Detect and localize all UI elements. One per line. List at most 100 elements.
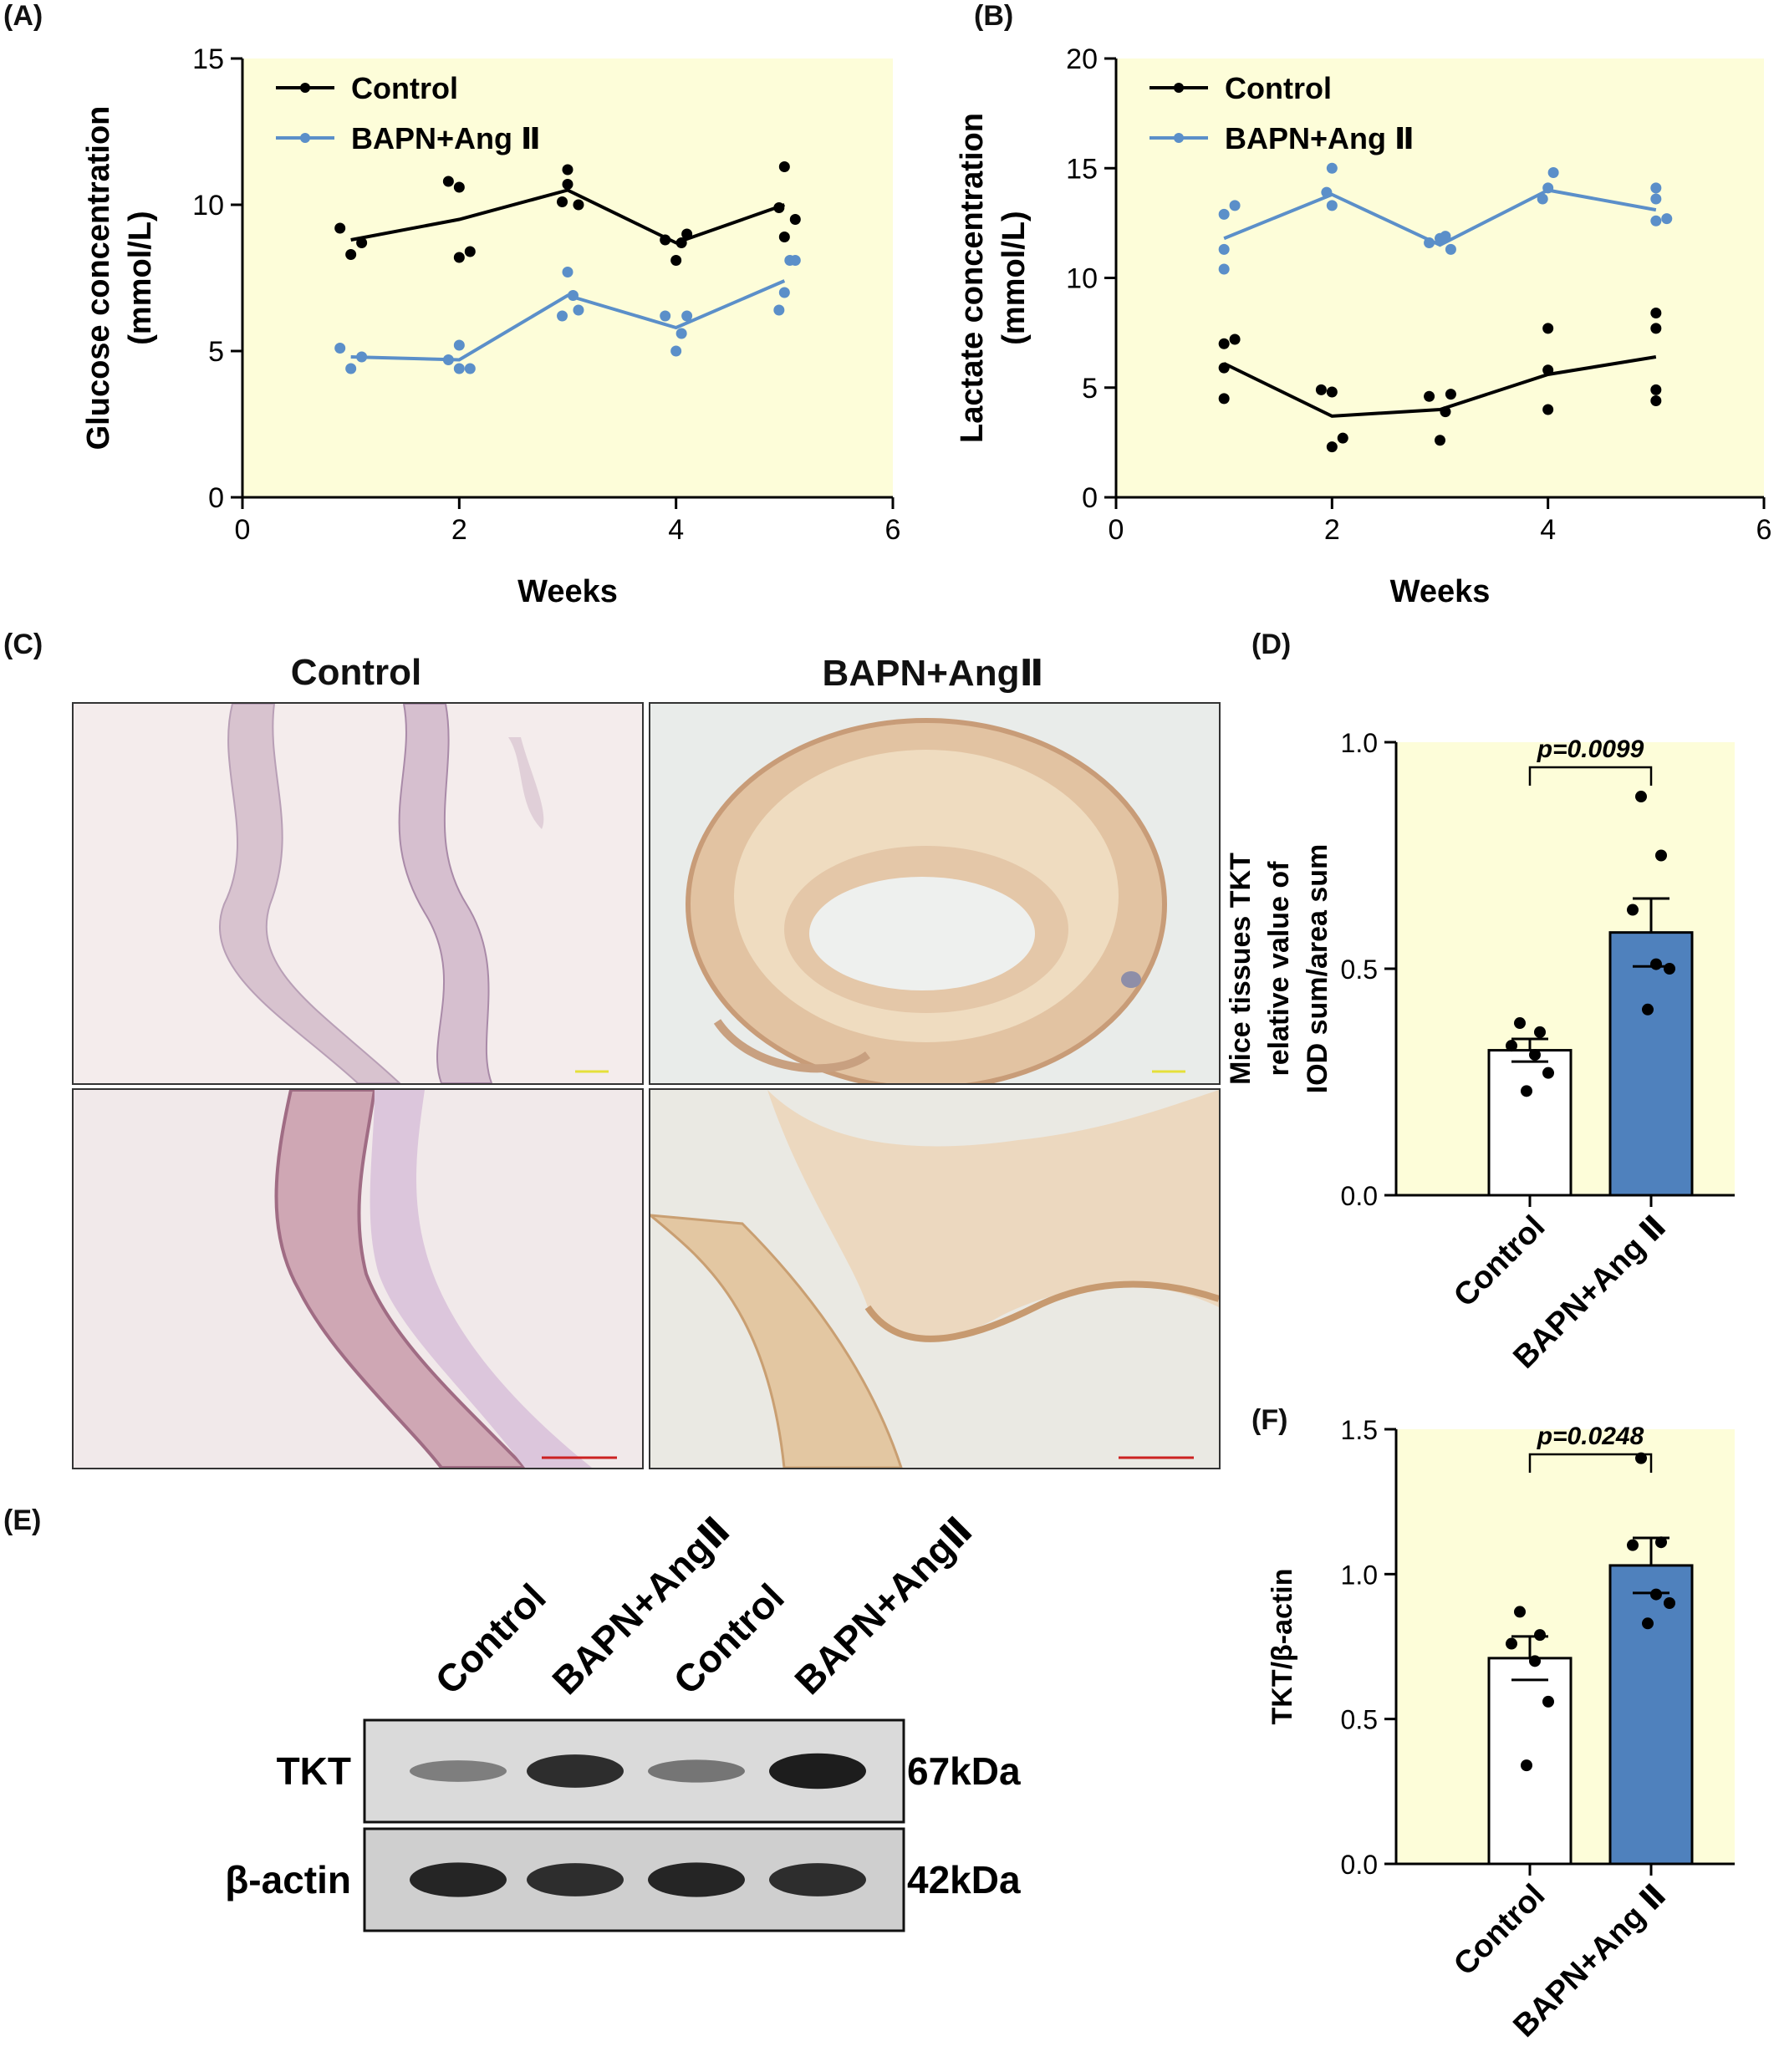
data-point-bapn-ang-a <box>562 267 573 277</box>
data-point-bapn-ang-f <box>1627 1539 1639 1551</box>
y-axis-label-line-d: IOD sum/area sum <box>1302 844 1333 1094</box>
mean-line-bapn-ang-b <box>1223 188 1657 247</box>
data-point-control-d <box>1506 1040 1517 1052</box>
data-point-control-b <box>1650 308 1662 318</box>
y-axis-label-a: Glucose concentration (mmol/L) <box>81 106 158 451</box>
legend-marker-bapn-ang-a <box>300 133 310 143</box>
data-point-control-b <box>1337 432 1348 444</box>
data-point-bapn-ang-d <box>1627 904 1639 916</box>
plot-area-b <box>1116 59 1764 497</box>
data-point-bapn-ang-a <box>670 345 682 357</box>
ihc-control-low-mag-art <box>218 704 609 1083</box>
data-point-control-a <box>660 234 671 246</box>
ihc-control-low-mag <box>72 702 644 1085</box>
data-point-control-a <box>573 199 584 211</box>
data-point-control-f <box>1514 1606 1526 1618</box>
data-point-control-b <box>1326 386 1338 398</box>
blot-band-beta-actin-3 <box>648 1862 745 1897</box>
data-point-control-a <box>334 222 346 234</box>
x-tick-label-b: 4 <box>1540 514 1556 546</box>
data-point-bapn-ang-f <box>1650 1588 1662 1601</box>
chart-d: 0.0 0.5 1.0 Mice tissues TKT relative value … <box>1225 728 1735 1376</box>
data-point-bapn-ang-b <box>1650 182 1662 194</box>
mw-label-beta-actin: 42kDa <box>907 1858 1021 1901</box>
ihc-bapn-high-mag <box>649 1088 1221 1469</box>
data-point-control-b <box>1424 390 1435 402</box>
data-point-control-a <box>557 196 568 207</box>
mw-label-tkt: 67kDa <box>907 1749 1021 1793</box>
data-point-control-b <box>1218 338 1230 349</box>
y-axis-label-line-a: Glucose concentration <box>81 106 116 451</box>
data-point-bapn-ang-a <box>675 328 687 339</box>
y-axis-label-d: Mice tissues TKT relative value of IOD sum… <box>1225 844 1333 1094</box>
data-point-bapn-ang-b <box>1229 200 1241 211</box>
y-tick-label-a: 0 <box>208 482 224 514</box>
ihc-title-bapn: BAPN+AngⅡ <box>822 653 1044 694</box>
chart-b: 0 5 10 15 20 0 2 4 6 Weeks Lactate concentration (m… <box>955 43 1771 609</box>
data-point-control-d <box>1521 1085 1532 1097</box>
data-point-bapn-ang-b <box>1650 193 1662 205</box>
y-tick-label-a: 5 <box>208 336 224 368</box>
data-point-bapn-ang-f <box>1655 1536 1667 1549</box>
data-point-control-a <box>356 237 368 248</box>
data-point-bapn-ang-a <box>778 287 790 298</box>
y-axis-label-line-b: Lactate concentration <box>955 113 990 443</box>
data-point-control-a <box>778 161 790 172</box>
data-point-control-f <box>1521 1759 1532 1772</box>
data-point-bapn-ang-a <box>773 304 785 316</box>
x-axis-label-a: Weeks <box>517 574 618 609</box>
blot-band-beta-actin-2 <box>527 1863 624 1896</box>
data-point-control-a <box>453 181 465 193</box>
data-point-control-f <box>1534 1629 1546 1642</box>
panel-label-f: (F) <box>1251 1404 1288 1436</box>
bar-control-d <box>1487 1049 1573 1197</box>
data-point-control-f <box>1529 1655 1541 1667</box>
legend-marker-control-b <box>1174 83 1184 93</box>
data-point-control-a <box>675 237 687 248</box>
data-point-bapn-ang-b <box>1661 213 1673 225</box>
data-point-bapn-ang-a <box>464 363 476 374</box>
y-axis-label-line-d: relative value of <box>1263 861 1295 1077</box>
panel-label-d: (D) <box>1251 629 1292 660</box>
data-point-control-a <box>562 179 573 190</box>
data-point-bapn-ang-b <box>1547 167 1559 178</box>
data-point-control-d <box>1534 1026 1546 1038</box>
y-tick-label-f: 0.5 <box>1341 1705 1378 1735</box>
data-point-bapn-ang-a <box>789 255 801 266</box>
data-point-control-b <box>1542 404 1554 415</box>
legend-label-control-a: Control <box>351 71 458 105</box>
blot-band-tkt-4 <box>769 1753 866 1789</box>
x-tick-label-b: 6 <box>1756 514 1772 546</box>
legend-marker-bapn-ang-b <box>1174 133 1184 143</box>
data-point-control-a <box>442 176 454 187</box>
bar-bapn-ang-f <box>1608 1564 1694 1866</box>
data-point-control-a <box>778 232 790 242</box>
data-point-bapn-ang-b <box>1424 237 1435 248</box>
data-point-control-d <box>1514 1017 1526 1030</box>
data-point-control-d <box>1529 1048 1541 1061</box>
data-point-control-a <box>670 255 682 266</box>
data-point-bapn-ang-f <box>1664 1597 1675 1609</box>
x-tick-label-b: 2 <box>1324 514 1340 546</box>
data-point-control-b <box>1326 441 1338 453</box>
data-point-bapn-ang-b <box>1650 215 1662 227</box>
data-point-bapn-ang-a <box>356 351 368 363</box>
data-point-bapn-ang-a <box>681 310 693 322</box>
blot-band-beta-actin-1 <box>410 1862 507 1897</box>
data-point-control-f <box>1542 1695 1554 1708</box>
ihc-bapn-low-mag-art <box>686 718 1185 1083</box>
blot-band-tkt-1 <box>410 1760 507 1782</box>
chart-a: 0 5 10 15 0 2 4 6 Weeks Glucose concentration (mmo… <box>81 43 900 609</box>
data-point-bapn-ang-f <box>1642 1617 1654 1630</box>
legend-label-bapn-ang-b: BAPN+Ang Ⅱ <box>1225 121 1415 155</box>
data-point-bapn-ang-b <box>1321 186 1333 198</box>
bar-bapn-ang-d <box>1608 931 1694 1197</box>
data-point-bapn-ang-b <box>1326 162 1338 174</box>
data-point-control-b <box>1218 393 1230 405</box>
y-axis-label-line-a: (mmol/L) <box>123 211 158 344</box>
data-point-bapn-ang-a <box>567 290 579 301</box>
data-point-control-b <box>1542 323 1554 334</box>
panel-label-b: (B) <box>974 0 1014 32</box>
y-axis-label-line-d: Mice tissues TKT <box>1225 853 1257 1085</box>
